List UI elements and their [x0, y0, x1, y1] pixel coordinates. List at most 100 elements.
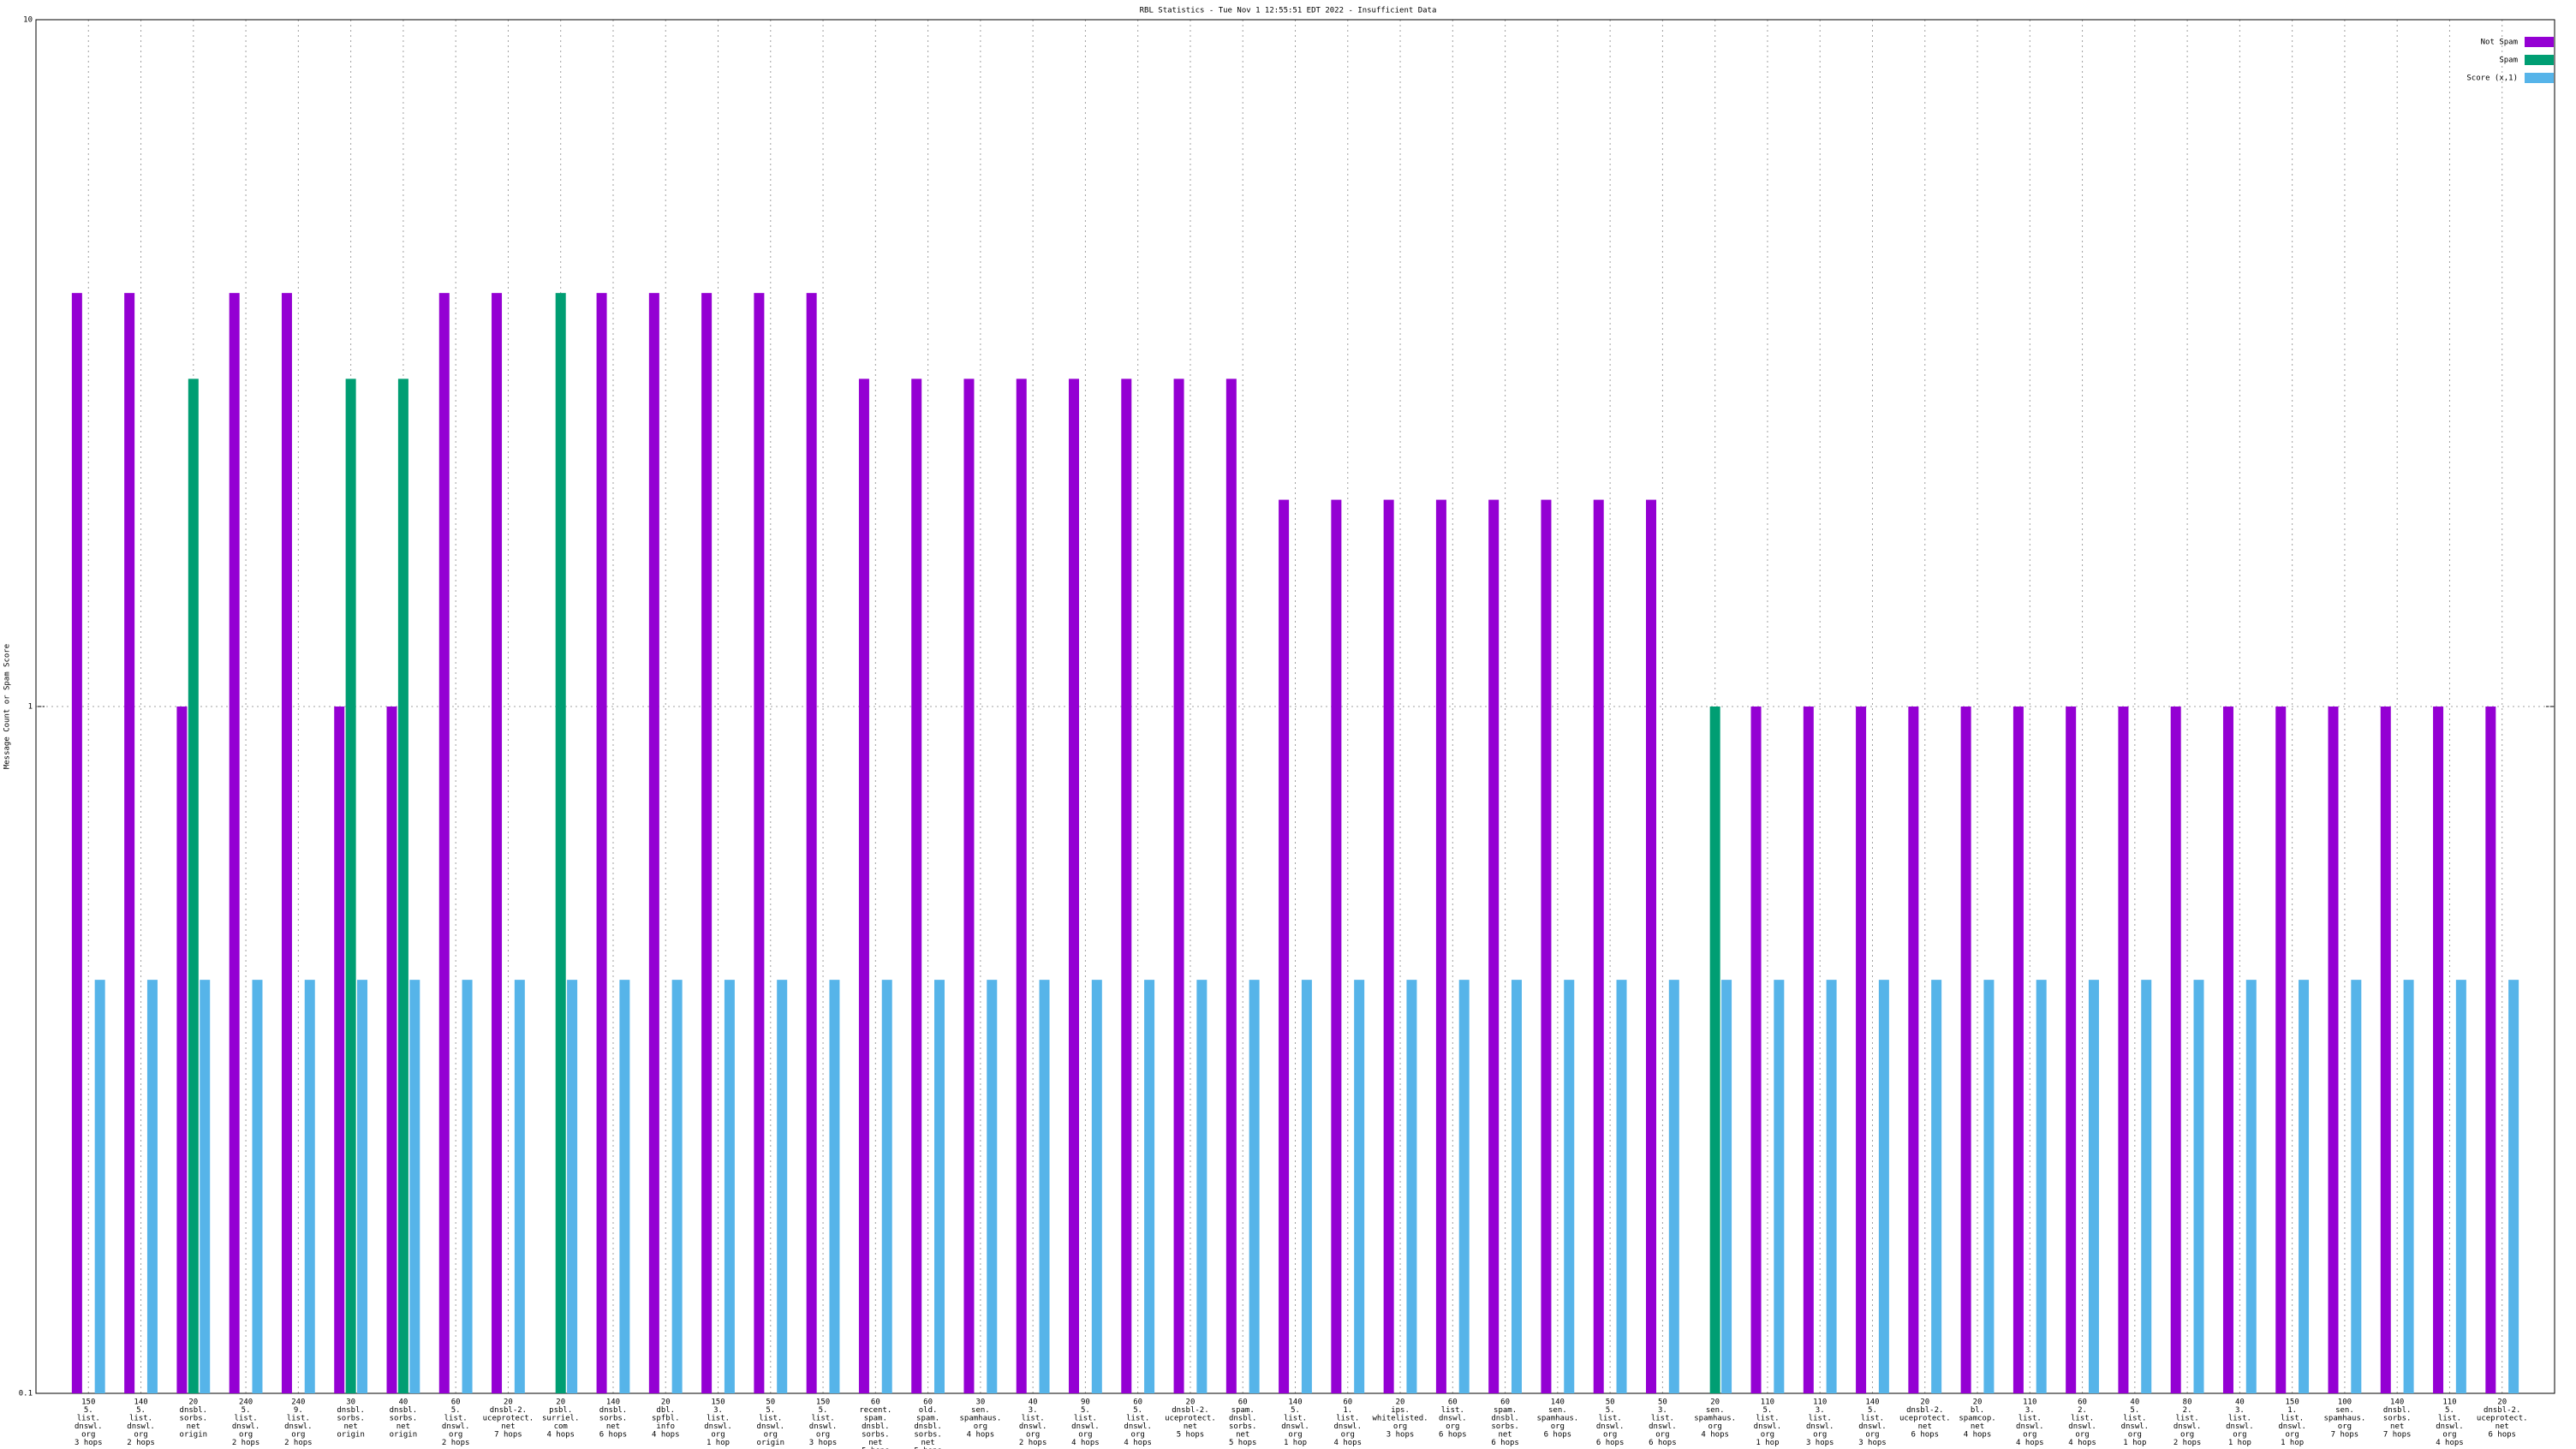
x-tick-label: list. — [1651, 1415, 1674, 1423]
x-tick-label: dnswl. — [232, 1422, 260, 1431]
bar — [619, 980, 630, 1393]
x-tick-label: net — [1971, 1422, 1984, 1431]
x-tick-label: 4 hops — [2436, 1439, 2464, 1447]
x-tick-label: sorbs. — [1491, 1422, 1519, 1431]
x-tick-label: 3. — [713, 1406, 723, 1415]
x-tick-label: com — [554, 1422, 568, 1431]
bar — [1878, 980, 1889, 1393]
x-tick-label: org — [291, 1431, 305, 1440]
bar — [2299, 980, 2310, 1393]
bar — [2222, 707, 2233, 1393]
x-tick-label: 2. — [2183, 1406, 2192, 1415]
x-tick-label: 5 hops — [862, 1447, 890, 1449]
y-tick-label: 1 — [28, 703, 33, 712]
x-tick-label: 5. — [1291, 1406, 1300, 1415]
x-tick-label: org — [711, 1431, 724, 1440]
x-tick-label: list. — [77, 1415, 100, 1423]
x-tick-label: 240 — [291, 1398, 305, 1407]
x-tick-label: 20 — [661, 1398, 671, 1407]
x-tick-label: 5 hops — [1177, 1431, 1205, 1440]
bar — [777, 980, 788, 1393]
legend-label: Not Spam — [2481, 39, 2518, 47]
bar — [1383, 499, 1394, 1393]
bar — [357, 980, 368, 1393]
x-tick-label: sorbs. — [1229, 1422, 1257, 1431]
y-tick-label: 0.1 — [19, 1390, 33, 1398]
x-tick-label: list. — [1336, 1415, 1359, 1423]
x-tick-label: net — [2496, 1422, 2509, 1431]
x-tick-label: dnsbl-2. — [2484, 1406, 2520, 1415]
x-tick-label: dbl. — [656, 1406, 675, 1415]
bar — [2328, 707, 2339, 1393]
x-tick-label: 3. — [1029, 1406, 1038, 1415]
x-tick-label: org — [1446, 1422, 1459, 1431]
x-tick-label: org — [1603, 1431, 1617, 1440]
x-tick-label: net — [868, 1439, 882, 1447]
x-tick-label: dnswl. — [704, 1422, 732, 1431]
bar — [1541, 499, 1552, 1393]
x-tick-label: 6 hops — [1911, 1431, 1939, 1440]
bar — [1039, 980, 1050, 1393]
x-tick-label: org — [1341, 1431, 1355, 1440]
x-tick-label: org — [1551, 1422, 1565, 1431]
bar — [555, 293, 566, 1393]
x-tick-label: 5. — [766, 1406, 775, 1415]
x-tick-label: surriel. — [542, 1415, 579, 1423]
bar — [2485, 707, 2496, 1393]
bar — [438, 293, 450, 1393]
x-tick-label: dnswl. — [809, 1422, 838, 1431]
bar — [1173, 379, 1184, 1393]
bar — [1960, 707, 1971, 1393]
bar — [2245, 980, 2257, 1393]
x-tick-label: 20 — [188, 1398, 198, 1407]
bar — [345, 379, 356, 1393]
x-tick-label: 150 — [711, 1398, 724, 1407]
x-tick-label: dnswl. — [2068, 1422, 2096, 1431]
x-tick-label: 1 hop — [2281, 1439, 2304, 1447]
x-tick-label: 60 — [1343, 1398, 1352, 1407]
x-tick-label: spam. — [864, 1415, 887, 1423]
x-tick-label: 150 — [816, 1398, 830, 1407]
bar — [146, 980, 158, 1393]
bar — [176, 707, 188, 1393]
bar — [671, 980, 683, 1393]
bar — [1435, 499, 1446, 1393]
x-tick-label: dnswl. — [2278, 1422, 2306, 1431]
x-tick-label: org — [1655, 1431, 1669, 1440]
x-tick-label: uceprotect. — [2477, 1415, 2528, 1423]
x-tick-label: 2 hops — [2174, 1439, 2202, 1447]
x-tick-label: 80 — [2183, 1398, 2192, 1407]
x-tick-label: 4 hops — [1334, 1439, 1363, 1447]
bar — [1069, 379, 1080, 1393]
bar — [1249, 980, 1260, 1393]
x-tick-label: 4 hops — [1071, 1439, 1100, 1447]
bar — [334, 707, 345, 1393]
y-axis-label: Message Count or Spam Score — [3, 644, 12, 769]
x-tick-label: 5 hops — [914, 1447, 942, 1449]
x-tick-label: 50 — [1658, 1398, 1667, 1407]
x-tick-label: 1 hop — [2123, 1439, 2146, 1447]
x-tick-label: spfbl. — [652, 1415, 680, 1423]
x-tick-label: 140 — [1865, 1398, 1879, 1407]
x-tick-label: origin — [390, 1431, 418, 1440]
x-tick-label: 5. — [84, 1406, 93, 1415]
x-tick-label: 5. — [1763, 1406, 1773, 1415]
x-tick-label: dnswl. — [2436, 1422, 2464, 1431]
x-tick-label: bl. — [1971, 1406, 1984, 1415]
x-tick-label: 5. — [242, 1406, 251, 1415]
x-tick-label: org — [1026, 1431, 1040, 1440]
x-tick-label: dnswl. — [1124, 1422, 1152, 1431]
x-tick-label: 1 hop — [1756, 1439, 1779, 1447]
x-tick-label: org — [2286, 1431, 2299, 1440]
x-tick-label: 5. — [1081, 1406, 1090, 1415]
x-tick-label: 20 — [1396, 1398, 1405, 1407]
x-tick-label: org — [239, 1431, 253, 1440]
x-tick-label: 2 hops — [442, 1439, 470, 1447]
x-tick-label: info — [656, 1422, 675, 1431]
bar — [2170, 707, 2181, 1393]
x-tick-label: 30 — [975, 1398, 985, 1407]
x-tick-label: net — [921, 1439, 934, 1447]
x-tick-label: sen. — [2335, 1406, 2354, 1415]
x-tick-label: sorbs. — [599, 1415, 628, 1423]
